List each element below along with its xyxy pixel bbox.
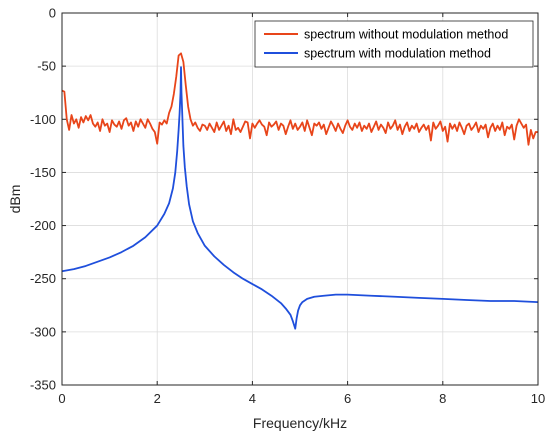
y-tick-label: -50	[37, 59, 56, 74]
tick-labels: 0 2 4 6 8 10 0 -50 -100 -150 -200 -250 -300 -350	[30, 6, 545, 407]
y-axis-label: dBm	[7, 185, 23, 214]
legend-label-0: spectrum without modulation method	[304, 28, 508, 42]
y-tick-label: 0	[49, 6, 56, 21]
ticks	[61, 12, 539, 386]
plot-frame	[61, 12, 539, 386]
x-axis-label: Frequency/kHz	[253, 415, 347, 431]
series-line-0	[61, 52, 538, 146]
y-tick-label: -250	[30, 271, 56, 286]
y-tick-label: -300	[30, 324, 56, 339]
x-tick-label: 2	[154, 391, 161, 406]
legend-label-1: spectrum with modulation method	[304, 47, 491, 61]
x-tick-label: 10	[531, 391, 545, 406]
x-tick-label: 0	[58, 391, 65, 406]
series-layer	[61, 52, 539, 330]
series-line-1	[61, 66, 539, 330]
y-tick-label: -150	[30, 165, 56, 180]
x-tick-label: 6	[344, 391, 351, 406]
plot-area	[62, 13, 538, 385]
y-tick-label: -100	[30, 112, 56, 127]
legend: spectrum without modulation method spect…	[254, 20, 534, 68]
y-tick-label: -200	[30, 218, 56, 233]
x-tick-label: 4	[249, 391, 256, 406]
legend-box	[254, 20, 534, 68]
y-tick-label: -350	[30, 378, 56, 393]
x-tick-label: 8	[439, 391, 446, 406]
